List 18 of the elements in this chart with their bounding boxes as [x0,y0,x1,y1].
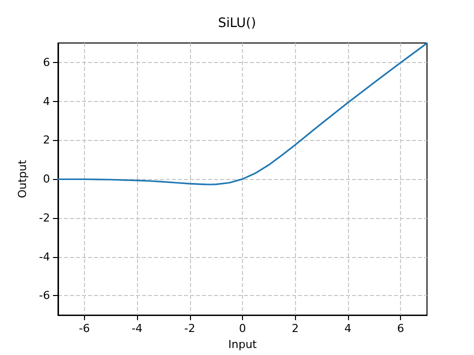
y-tick-label: -2 [39,211,50,224]
y-tick-label: 6 [43,56,50,69]
y-tick-label: -6 [39,289,50,302]
x-axis-title: Input [228,338,258,351]
line-series [57,42,428,186]
y-tick-label: 4 [43,94,50,108]
y-tick-label: -4 [39,250,50,264]
y-tick-label: 2 [43,134,50,147]
x-tick-label: -6 [78,322,90,336]
x-tick-label: 6 [397,322,404,336]
x-tick-label: 0 [239,322,246,336]
x-tick-label: -2 [184,322,196,336]
x-tick-label: 4 [344,322,352,336]
y-tick-label: 0 [43,172,50,186]
x-tick-label: 2 [292,322,299,336]
x-tick-label: -4 [132,322,143,336]
chart-title: SiLU() [218,16,256,31]
y-axis-title: Output [16,159,30,198]
